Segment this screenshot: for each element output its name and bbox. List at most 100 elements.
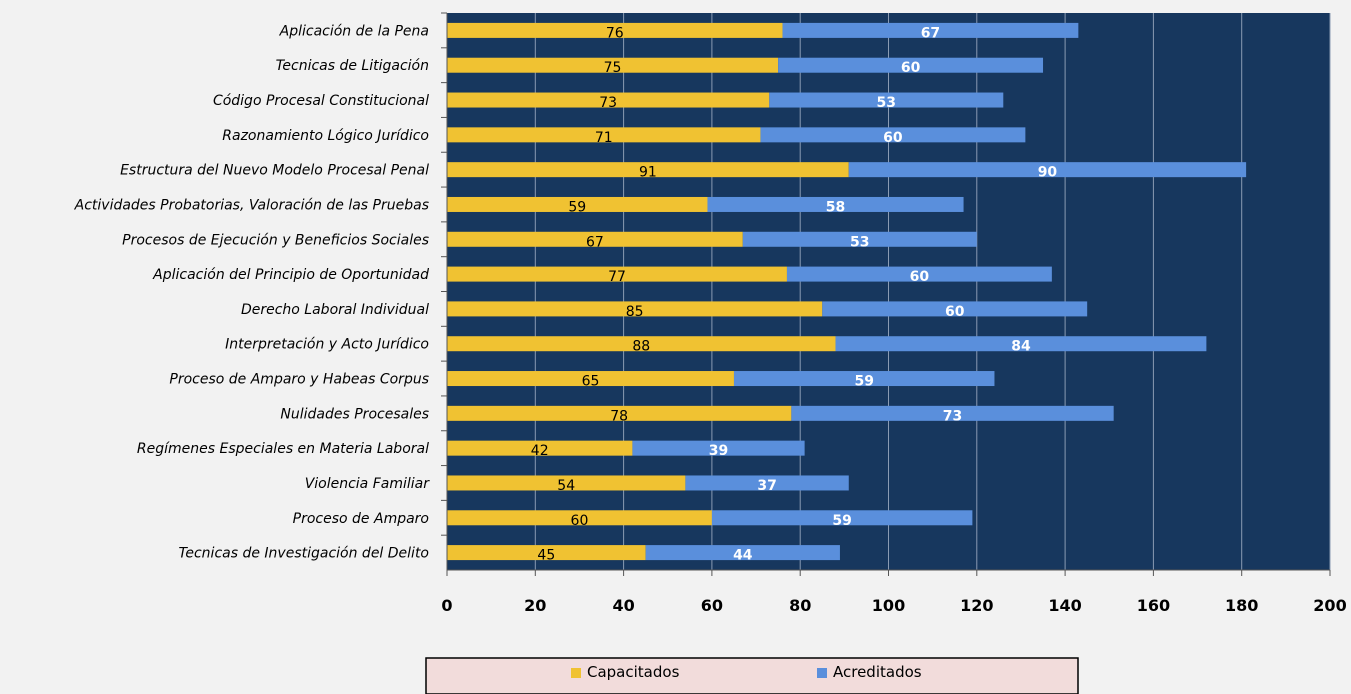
category-label: Interpretación y Acto Jurídico: [225, 337, 429, 353]
data-label-acreditados: 53: [877, 95, 896, 111]
bar-acreditados: [733, 371, 995, 387]
category-label: Nulidades Procesales: [280, 406, 429, 422]
legend-label-acreditados: Acreditados: [833, 663, 922, 681]
data-label-acreditados: 73: [943, 408, 962, 424]
x-tick-label: 80: [789, 596, 811, 615]
data-label-acreditados: 60: [910, 269, 930, 285]
data-label-capacitados: 60: [571, 513, 589, 529]
data-label-acreditados: 60: [945, 304, 965, 320]
data-label-acreditados: 44: [733, 548, 753, 564]
bar-acreditados: [769, 92, 1004, 108]
data-label-acreditados: 67: [921, 25, 940, 41]
bar-capacitados: [447, 231, 743, 247]
x-tick-label: 0: [441, 596, 452, 615]
category-label: Derecho Laboral Individual: [241, 302, 429, 318]
bar-capacitados: [447, 301, 823, 317]
x-tick-label: 180: [1225, 596, 1258, 615]
legend-swatch-capacitados: [571, 668, 581, 678]
data-label-capacitados: 45: [537, 548, 555, 564]
bar-acreditados: [822, 301, 1088, 317]
category-label: Aplicación de la Pena: [279, 23, 429, 39]
category-label: Razonamiento Lógico Jurídico: [222, 128, 429, 144]
x-tick-label: 140: [1048, 596, 1081, 615]
legend: Capacitados Acreditados: [425, 657, 1079, 694]
data-label-acreditados: 59: [832, 513, 851, 529]
x-tick-label: 200: [1313, 596, 1346, 615]
data-label-capacitados: 59: [568, 199, 586, 215]
x-tick-label: 60: [701, 596, 723, 615]
bar-acreditados: [707, 196, 964, 212]
bar-capacitados: [447, 545, 646, 561]
data-label-acreditados: 84: [1011, 339, 1031, 355]
x-tick-label: 100: [872, 596, 905, 615]
category-label: Violencia Familiar: [305, 476, 431, 492]
bar-capacitados: [447, 196, 708, 212]
data-label-capacitados: 42: [531, 443, 549, 459]
category-label: Proceso de Amparo y Habeas Corpus: [169, 372, 429, 388]
bar-acreditados: [742, 231, 977, 247]
data-label-acreditados: 58: [826, 199, 845, 215]
bar-acreditados: [645, 545, 840, 561]
bar-capacitados: [447, 510, 712, 526]
category-label: Tecnicas de Litigación: [276, 58, 429, 74]
bar-acreditados: [791, 405, 1114, 421]
data-label-capacitados: 73: [599, 95, 617, 111]
data-label-acreditados: 37: [757, 478, 776, 494]
bar-acreditados: [685, 475, 849, 491]
bars: [447, 22, 1247, 561]
bar-acreditados: [848, 162, 1247, 178]
data-label-acreditados: 60: [883, 130, 903, 146]
bar-capacitados: [447, 371, 734, 387]
data-label-acreditados: 39: [709, 443, 728, 459]
data-label-acreditados: 59: [854, 374, 873, 390]
bar-capacitados: [447, 92, 770, 108]
data-label-capacitados: 88: [632, 339, 650, 355]
bar-capacitados: [447, 127, 761, 143]
legend-box: [425, 657, 1079, 694]
data-label-capacitados: 71: [595, 130, 613, 146]
category-label: Código Procesal Constitucional: [213, 93, 429, 109]
bar-capacitados: [447, 440, 633, 456]
bar-capacitados: [447, 162, 849, 178]
data-label-capacitados: 77: [608, 269, 626, 285]
x-tick-label: 40: [612, 596, 634, 615]
axes: 0 20 40 60 80 100 120 140 160 180 200 Aplicación de…: [74, 12, 1347, 615]
bar-capacitados: [447, 475, 686, 491]
x-tick-label: 120: [960, 596, 993, 615]
data-labels: 76 67 75 60 73 53 71 60 91 90 59 58 67 53 77 60 85 60 88 84…: [531, 25, 1058, 563]
bar-acreditados: [711, 510, 973, 526]
bar-capacitados: [447, 22, 783, 38]
data-label-capacitados: 67: [586, 234, 604, 250]
data-label-capacitados: 78: [610, 408, 628, 424]
data-label-capacitados: 75: [604, 60, 622, 76]
bar-capacitados: [447, 405, 792, 421]
bar-acreditados: [778, 57, 1044, 73]
data-label-capacitados: 54: [557, 478, 575, 494]
data-label-acreditados: 60: [901, 60, 921, 76]
bar-capacitados: [447, 57, 779, 73]
data-label-capacitados: 85: [626, 304, 644, 320]
category-label: Actividades Probatorias, Valoración de l…: [74, 197, 429, 213]
legend-swatch-acreditados: [817, 668, 827, 678]
bar-acreditados: [786, 266, 1052, 282]
bar-capacitados: [447, 266, 787, 282]
data-label-capacitados: 65: [582, 374, 600, 390]
bar-acreditados: [632, 440, 805, 456]
bar-capacitados: [447, 336, 836, 352]
bar-acreditados: [835, 336, 1207, 352]
legend-label-capacitados: Capacitados: [587, 663, 680, 681]
x-tick-label: 160: [1137, 596, 1170, 615]
x-tick-label: 20: [524, 596, 546, 615]
category-label: Tecnicas de Investigación del Delito: [179, 546, 429, 562]
category-label: Estructura del Nuevo Modelo Procesal Pen…: [120, 163, 429, 179]
bar-acreditados: [760, 127, 1026, 143]
data-label-capacitados: 76: [606, 25, 624, 41]
category-label: Procesos de Ejecución y Beneficios Socia…: [122, 232, 429, 248]
category-label: Proceso de Amparo: [293, 511, 429, 527]
data-label-capacitados: 91: [639, 165, 657, 181]
category-label: Regímenes Especiales en Materia Laboral: [137, 441, 429, 457]
category-label: Aplicación del Principio de Oportunidad: [152, 267, 429, 283]
data-label-acreditados: 90: [1038, 165, 1058, 181]
